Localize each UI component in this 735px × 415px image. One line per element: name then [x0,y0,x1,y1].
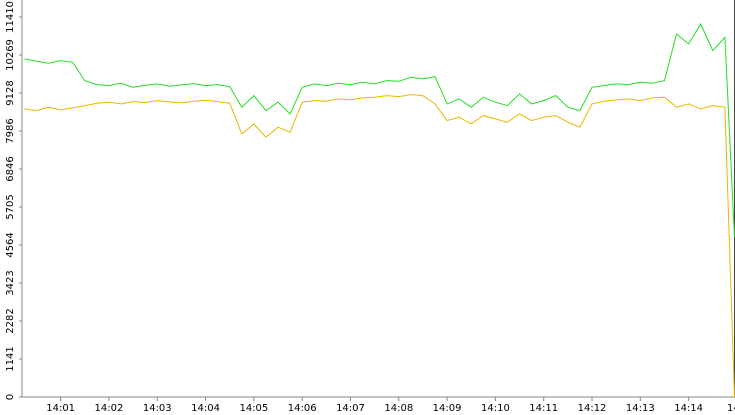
y-tick-label: 9128 [5,80,16,105]
y-tick-label: 4564 [5,232,16,257]
y-tick-label: 11410 [5,1,16,33]
x-tick-label: 14:01 [46,403,75,414]
x-tick-label: 14:02 [95,403,124,414]
y-tick-label: 5705 [5,194,16,219]
y-tick-label: 0 [5,394,16,400]
x-tick-label: 14:14 [674,403,703,414]
y-tick-label: 6846 [5,156,16,181]
x-tick-label: 14:09 [433,403,462,414]
y-tick-label: 7986 [5,118,16,143]
x-tick-label: 14:12 [578,403,607,414]
x-tick-label: 14:05 [239,403,268,414]
x-tick-label: 14:04 [191,403,220,414]
y-tick-label: 2282 [5,308,16,333]
x-tick-label: 14:10 [481,403,510,414]
x-tick-label: 14:03 [143,403,172,414]
x-tick-label: 14:11 [529,403,558,414]
series-line [24,94,735,398]
x-tick-label: 14:08 [384,403,413,414]
x-tick-label: 14 [727,403,735,414]
y-tick-label: 1141 [5,346,16,371]
x-tick-label: 14:07 [336,403,365,414]
x-tick-label: 14:06 [288,403,317,414]
series-line [24,22,735,238]
x-tick-label: 14:13 [626,403,655,414]
y-tick-label: 3423 [5,270,16,295]
y-tick-label: 10269 [5,39,16,71]
